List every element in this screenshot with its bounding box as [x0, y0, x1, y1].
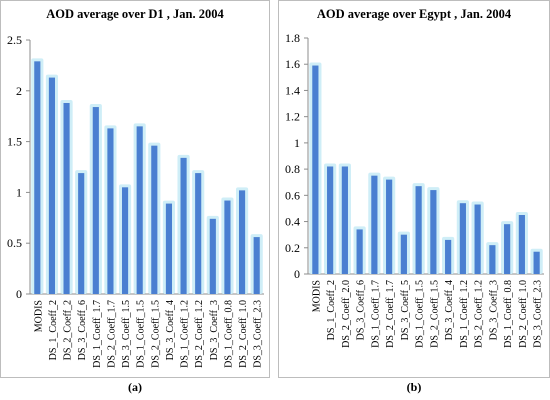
y-tick-label: 2.5: [7, 33, 22, 47]
bar: [430, 190, 437, 274]
bar: [533, 251, 540, 274]
x-category-label: DS_2_Coeff_1.2: [474, 280, 485, 348]
bar: [356, 229, 363, 274]
panel-a: AOD average over D1 , Jan. 2004 0 0.5 1 1.5 2…: [0, 0, 270, 400]
y-tick-label: 0.8: [285, 162, 300, 176]
y-tick-label: 1: [294, 136, 300, 150]
bar: [459, 203, 466, 274]
bar: [195, 173, 202, 294]
chart-title: AOD average over Egypt , Jan. 2004: [317, 7, 512, 21]
x-category-label: DS_2_Coeff_1.0: [518, 280, 529, 348]
bar: [48, 77, 56, 294]
x-category-label: DS_3_Coeff_3: [488, 280, 499, 340]
x-category-label: DS_1_Coeff_1.5: [136, 300, 147, 368]
bar: [371, 175, 378, 274]
bar: [209, 218, 216, 294]
x-category-label: DS_3_Coeff_2.3: [253, 300, 264, 368]
x-category-label: DS_1_Coeff_0.8: [223, 300, 234, 368]
x-category-label: DS_2_Coeff_2.0: [341, 280, 352, 348]
bar: [151, 145, 158, 294]
panel-a-caption: (a): [128, 380, 142, 394]
bar: [253, 237, 260, 294]
x-category-label: DS_3_Coeff_6: [356, 280, 367, 340]
x-category-label: DS_3_Coeff_4: [165, 300, 176, 360]
y-tick-label: 0.5: [7, 236, 22, 250]
y-tick-label: 0: [16, 287, 22, 301]
x-category-label: DS_2_Coeff_1.0: [238, 300, 249, 368]
x-category-label: DS_2_Coeff_1.7: [106, 300, 117, 368]
bar: [415, 186, 422, 274]
bar: [165, 203, 173, 294]
bar: [63, 102, 70, 294]
x-category-label: DS_2_Coeff_2: [63, 300, 74, 360]
y-tick-label: 1.8: [285, 31, 300, 45]
bar: [224, 200, 231, 294]
x-category-label: DS_2_Coeff_1.5: [429, 280, 440, 348]
x-category-label: DS_3_Coeff_5: [400, 280, 411, 340]
x-category-label: DS_3_Coeff_3: [209, 300, 220, 360]
y-tick-label: 0.4: [285, 215, 300, 229]
y-tick-label: 1.6: [285, 57, 300, 71]
bar: [474, 204, 481, 274]
panel-b: AOD average over Egypt , Jan. 2004 0 0.2 0.…: [278, 0, 550, 400]
bar: [400, 234, 407, 274]
bar: [92, 107, 99, 294]
bar: [518, 215, 525, 274]
x-category-label: MODIS: [33, 300, 44, 332]
x-category-label: DS_3_Coeff_2.3: [533, 280, 544, 348]
x-category-label: DS_2_Coeff_1.5: [150, 300, 161, 368]
x-category-label: DS_2_Coeff_1.2: [194, 300, 205, 368]
chart-a-svg: AOD average over D1 , Jan. 2004 0 0.5 1 1.5 2…: [0, 0, 270, 378]
x-category-label: DS_2_Coeff_1.7: [385, 280, 396, 348]
x-category-label: DS_1_Coeff_0.8: [503, 280, 514, 348]
chart-b-svg: AOD average over Egypt , Jan. 2004 0 0.2 0.…: [278, 0, 550, 378]
bar: [238, 190, 246, 294]
y-tick-label: 1.4: [285, 83, 300, 97]
x-category-label: DS_1_Coeff_1.2: [459, 280, 470, 348]
bar: [504, 224, 511, 274]
x-category-label: MODIS: [311, 280, 322, 312]
bar: [107, 128, 114, 294]
x-category-label: DS_3_Coeff_6: [77, 300, 88, 360]
bar: [34, 61, 41, 294]
bar: [341, 166, 348, 274]
x-category-label: DS_1_Coeff_1.2: [180, 300, 191, 368]
y-tick-label: 2: [16, 84, 22, 98]
bar: [489, 245, 496, 274]
bar: [180, 157, 187, 294]
y-tick-label: 1.5: [7, 135, 22, 149]
chart-title: AOD average over D1 , Jan. 2004: [46, 7, 224, 21]
x-category-label: DS_1_Coeff_1.7: [92, 300, 103, 368]
y-tick-label: 1: [16, 185, 22, 199]
x-category-label: DS_1_Coeff_1.5: [415, 280, 426, 348]
y-tick-label: 0.6: [285, 188, 300, 202]
x-category-label: DS_1_Coeff_1.7: [370, 280, 381, 348]
panel-b-caption: (b): [406, 380, 422, 394]
bar: [312, 65, 319, 275]
bar: [386, 179, 393, 274]
bar: [445, 239, 452, 274]
bar: [78, 173, 85, 294]
bar: [327, 166, 334, 274]
y-tick-label: 0.2: [285, 241, 300, 255]
x-category-label: DS_1_Coeff_2: [326, 280, 337, 340]
y-tick-label: 0: [294, 267, 300, 281]
y-tick-label: 1.2: [285, 110, 300, 124]
bar: [121, 187, 129, 294]
x-category-label: DS_3_Coeff_1.5: [121, 300, 132, 368]
x-category-label: DS_3_Coeff_4: [444, 280, 455, 340]
bar: [136, 126, 143, 294]
x-category-label: DS_1_Coeff_2: [48, 300, 59, 360]
